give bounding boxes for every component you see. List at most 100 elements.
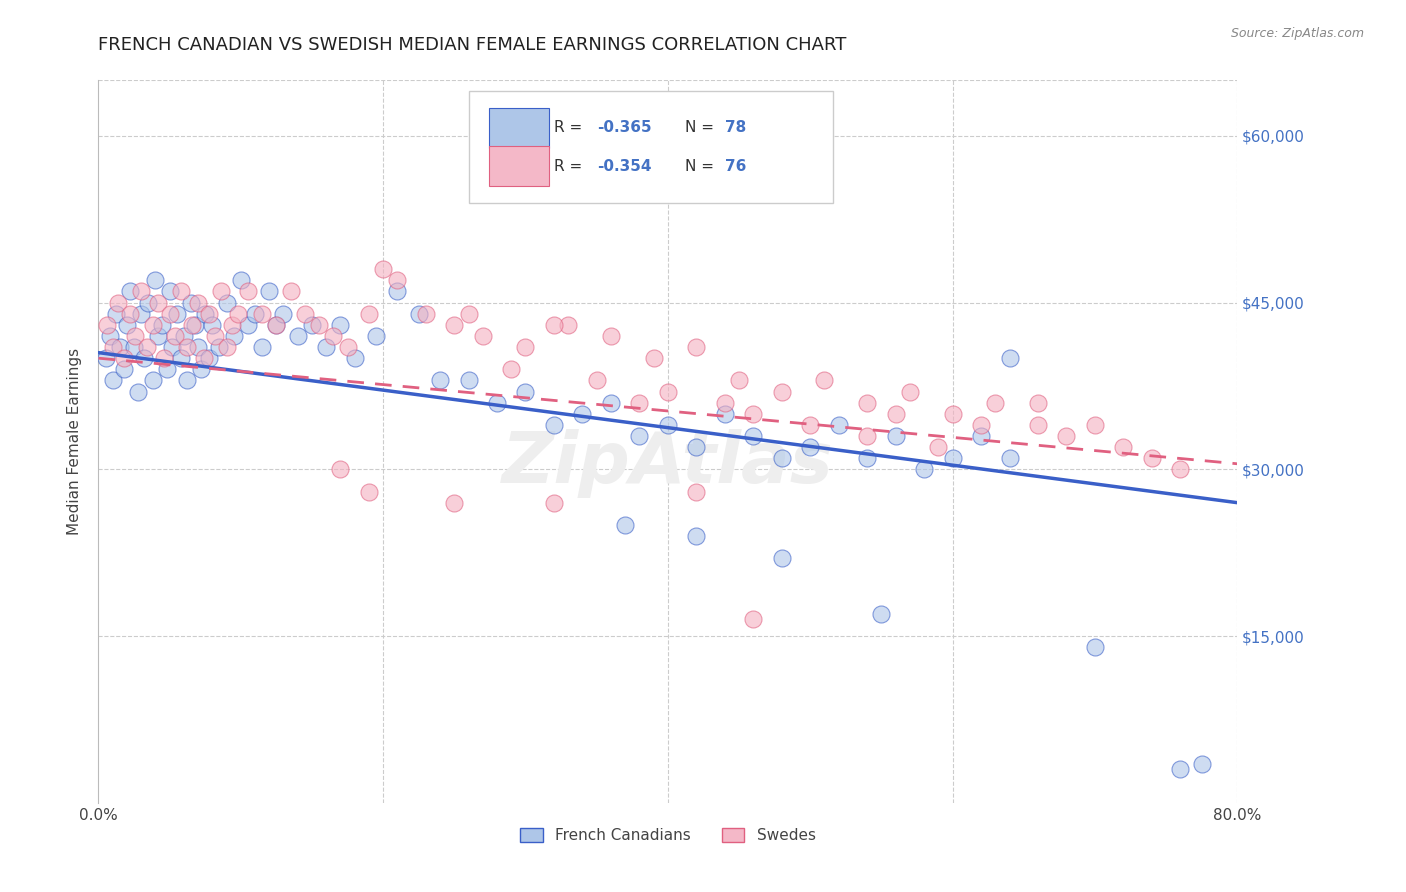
Point — [856, 395, 879, 409]
Point — [329, 318, 352, 332]
Point — [1170, 763, 1192, 777]
Point — [543, 417, 565, 432]
Point — [266, 318, 288, 332]
Point — [96, 318, 118, 332]
Point — [273, 307, 295, 321]
Point — [898, 384, 921, 399]
Point — [129, 307, 152, 321]
Point — [742, 429, 765, 443]
Point — [229, 273, 252, 287]
Text: FRENCH CANADIAN VS SWEDISH MEDIAN FEMALE EARNINGS CORRELATION CHART: FRENCH CANADIAN VS SWEDISH MEDIAN FEMALE… — [98, 36, 846, 54]
Point — [471, 329, 494, 343]
FancyBboxPatch shape — [468, 91, 832, 203]
Point — [112, 362, 135, 376]
Point — [198, 351, 221, 366]
Point — [1140, 451, 1163, 466]
Text: N =: N = — [685, 120, 718, 135]
Point — [357, 484, 380, 499]
Point — [101, 340, 124, 354]
Point — [942, 407, 965, 421]
Point — [166, 307, 188, 321]
Point — [1084, 417, 1107, 432]
Point — [685, 440, 707, 454]
Point — [770, 451, 793, 466]
Text: R =: R = — [554, 160, 588, 175]
Point — [132, 351, 155, 366]
Point — [98, 329, 121, 343]
Point — [628, 395, 651, 409]
FancyBboxPatch shape — [489, 108, 550, 148]
Point — [187, 340, 209, 354]
Point — [322, 329, 344, 343]
Point — [984, 395, 1007, 409]
Point — [799, 440, 821, 454]
Text: 76: 76 — [725, 160, 747, 175]
Point — [408, 307, 430, 321]
Legend: French Canadians, Swedes: French Canadians, Swedes — [515, 822, 821, 849]
Point — [152, 318, 174, 332]
Point — [315, 340, 337, 354]
Point — [101, 373, 124, 387]
Point — [714, 395, 737, 409]
Text: Source: ZipAtlas.com: Source: ZipAtlas.com — [1230, 27, 1364, 40]
Point — [226, 307, 249, 321]
Point — [1084, 640, 1107, 655]
Point — [770, 551, 793, 566]
Point — [250, 340, 273, 354]
Point — [387, 285, 409, 299]
Point — [927, 440, 949, 454]
Point — [190, 362, 212, 376]
Point — [148, 329, 170, 343]
Point — [1026, 395, 1049, 409]
Point — [343, 351, 366, 366]
Point — [714, 407, 737, 421]
Point — [176, 340, 198, 354]
Point — [600, 329, 623, 343]
Point — [364, 329, 387, 343]
Point — [1191, 756, 1213, 771]
Point — [1112, 440, 1135, 454]
Point — [515, 384, 537, 399]
Point — [301, 318, 323, 332]
Point — [159, 307, 181, 321]
Text: -0.354: -0.354 — [598, 160, 652, 175]
Point — [104, 307, 127, 321]
Text: -0.365: -0.365 — [598, 120, 652, 135]
Point — [181, 318, 204, 332]
Text: N =: N = — [685, 160, 718, 175]
Point — [600, 395, 623, 409]
Point — [884, 429, 907, 443]
Point — [153, 351, 176, 366]
Point — [970, 417, 993, 432]
Point — [170, 285, 193, 299]
Point — [870, 607, 893, 621]
Point — [742, 407, 765, 421]
Point — [259, 285, 281, 299]
Y-axis label: Median Female Earnings: Median Female Earnings — [67, 348, 83, 535]
Point — [94, 351, 117, 366]
Point — [170, 351, 193, 366]
Point — [1056, 429, 1078, 443]
Point — [643, 351, 665, 366]
Point — [222, 329, 245, 343]
Point — [198, 307, 221, 321]
Point — [141, 318, 163, 332]
Point — [429, 373, 451, 387]
Point — [486, 395, 509, 409]
Point — [208, 340, 231, 354]
Point — [1170, 462, 1192, 476]
Point — [657, 417, 679, 432]
Point — [329, 462, 352, 476]
Point — [127, 384, 149, 399]
Point — [1026, 417, 1049, 432]
Point — [250, 307, 273, 321]
Point — [194, 307, 217, 321]
Point — [122, 340, 145, 354]
Point — [884, 407, 907, 421]
Point — [112, 351, 135, 366]
Point — [176, 373, 198, 387]
Point — [457, 307, 479, 321]
Point — [373, 262, 395, 277]
Point — [193, 351, 215, 366]
Point — [141, 373, 163, 387]
